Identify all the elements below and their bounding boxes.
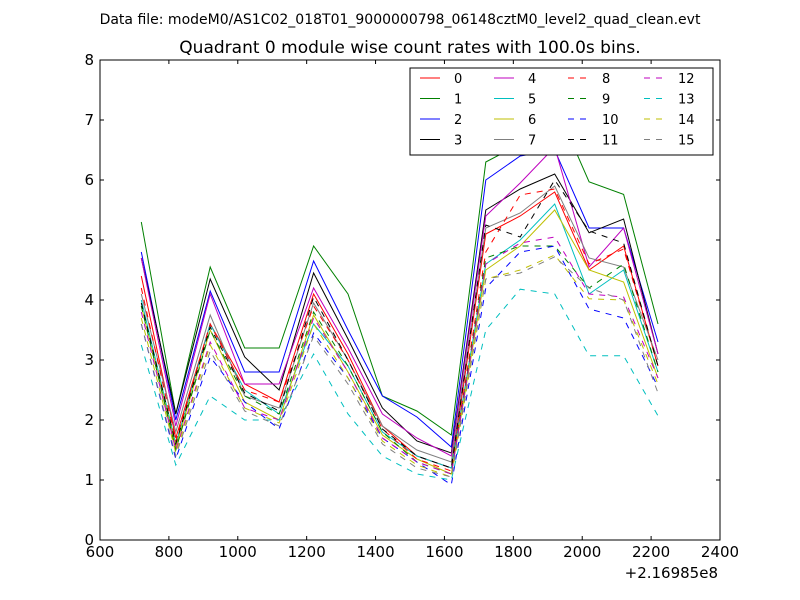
legend-entry-4: 4 <box>494 72 536 87</box>
series-layer <box>140 102 659 486</box>
x-tick-label: 2000 <box>563 543 601 561</box>
legend-entry-8: 8 <box>568 72 610 87</box>
legend-entry-2: 2 <box>420 113 462 128</box>
legend-label: 7 <box>528 134 536 149</box>
x-tick-label: 1600 <box>425 543 463 561</box>
series-line-13 <box>140 288 659 481</box>
y-tick-label: 3 <box>84 351 94 369</box>
legend-entry-10: 10 <box>568 113 619 128</box>
legend-label: 11 <box>602 134 619 149</box>
series-line-3 <box>140 173 659 454</box>
y-tick-label: 2 <box>84 411 94 429</box>
y-tick-label: 5 <box>84 231 94 249</box>
y-tick-label: 8 <box>84 51 94 69</box>
legend-label: 6 <box>528 113 536 128</box>
legend-entry-14: 14 <box>644 113 695 128</box>
legend-label: 13 <box>678 93 695 108</box>
legend-entry-15: 15 <box>644 134 695 149</box>
series-line-11 <box>140 179 659 469</box>
y-tick-label: 7 <box>84 111 94 129</box>
tick-layer: 600 800 1000 1200 1400 1600 1800 2000 2200 2400 0 1… <box>84 51 739 561</box>
series-line-15 <box>140 256 659 478</box>
x-tick-label: 2200 <box>632 543 670 561</box>
legend-label: 8 <box>602 72 610 87</box>
y-tick-label: 4 <box>84 291 94 309</box>
legend-entry-5: 5 <box>494 93 536 108</box>
x-tick-label: 1000 <box>219 543 257 561</box>
legend-label: 15 <box>678 134 695 149</box>
legend-label: 10 <box>602 113 619 128</box>
plot-area: 600 800 1000 1200 1400 1600 1800 2000 2200 2400 0 1… <box>84 51 739 561</box>
legend-label: 1 <box>454 93 462 108</box>
legend-entry-3: 3 <box>420 134 462 149</box>
x-tick-label: 2400 <box>701 543 739 561</box>
series-line-10 <box>140 245 659 486</box>
legend-label: 9 <box>602 93 610 108</box>
legend-box <box>409 67 714 156</box>
series-line-12 <box>140 236 659 475</box>
series-line-14 <box>140 254 659 478</box>
legend-entry-11: 11 <box>568 134 619 149</box>
x-tick-label: 1200 <box>288 543 326 561</box>
legend-entry-1: 1 <box>420 93 462 108</box>
legend-label: 4 <box>528 72 536 87</box>
series-line-0 <box>140 191 659 469</box>
legend-label: 5 <box>528 93 536 108</box>
y-tick-label: 0 <box>84 531 94 549</box>
x-axis-offset-label: +2.16985e8 <box>625 564 718 582</box>
figure-suptitle: Data file: modeM0/AS1C02_018T01_90000007… <box>100 12 701 28</box>
series-line-2 <box>140 149 659 448</box>
legend-label: 14 <box>678 113 695 128</box>
series-line-6 <box>140 209 659 475</box>
legend-entry-12: 12 <box>644 72 695 87</box>
x-tick-label: 1800 <box>494 543 532 561</box>
legend-label: 3 <box>454 134 462 149</box>
legend-entry-7: 7 <box>494 134 536 149</box>
legend-entry-0: 0 <box>420 72 462 87</box>
legend-label: 0 <box>454 72 462 87</box>
x-tick-label: 1400 <box>356 543 394 561</box>
legend-entry-13: 13 <box>644 93 695 108</box>
legend-entry-9: 9 <box>568 93 610 108</box>
series-line-7 <box>140 185 659 463</box>
x-tick-label: 800 <box>155 543 184 561</box>
chart-title: Quadrant 0 module wise count rates with … <box>179 38 640 58</box>
y-tick-label: 1 <box>84 471 94 489</box>
legend-entry-6: 6 <box>494 113 536 128</box>
series-line-8 <box>140 188 659 472</box>
y-tick-label: 6 <box>84 171 94 189</box>
legend-label: 12 <box>678 72 695 87</box>
x-tick-label: 600 <box>86 543 115 561</box>
legend-label: 2 <box>454 113 462 128</box>
series-line-4 <box>140 146 659 457</box>
